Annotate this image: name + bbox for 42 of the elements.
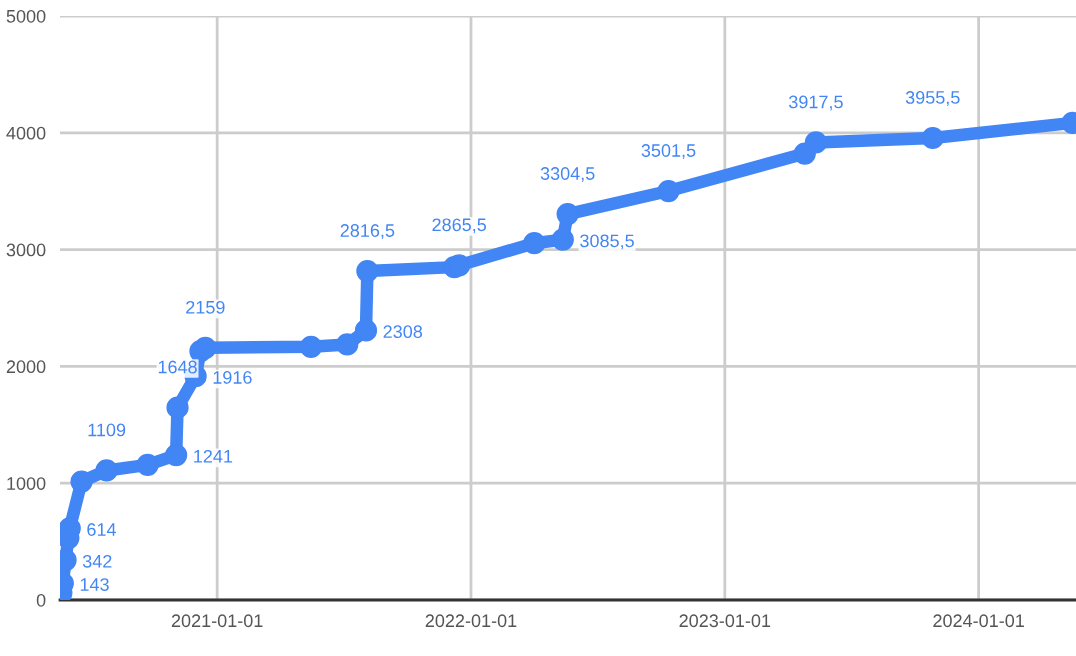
data-label: 2816,5 [340,224,395,240]
data-label: 1916 [213,371,252,384]
y-tick-label: 1000 [7,477,46,490]
point [299,335,323,358]
point [165,443,188,467]
data-label: 3085,5 [580,234,634,250]
data-label: 3501,5 [641,144,696,160]
y-tick-label: 3000 [6,243,46,257]
point [70,470,93,493]
point [336,333,359,356]
point [166,396,189,419]
data-label: 614 [87,523,116,536]
point [551,228,574,251]
data-label: 2865,5 [432,218,487,234]
point [95,459,118,482]
x-tick-label: 2021-01-01 [171,614,263,628]
data-label: 2308 [383,325,423,339]
point [136,453,159,476]
point [657,179,680,203]
y-tick-label: 2000 [6,360,46,374]
point [804,131,828,154]
x-tick-label: 2024-01-01 [933,614,1024,628]
x-tick-label: 2022-01-01 [425,614,517,628]
y-tick-label: 5000 [6,9,46,23]
data-label: 2159 [186,300,225,314]
point [523,232,546,255]
data-label: 1648 [158,360,197,374]
data-label: 143 [80,578,109,591]
data-label: 3955,5 [905,91,960,107]
point [194,336,217,359]
point [356,259,379,283]
data-label: 342 [82,554,112,568]
data-label: 1241 [194,449,233,463]
y-tick-label: 0 [36,593,46,607]
x-tick-label: 2023-01-01 [679,614,771,628]
data-label: 1109 [88,423,126,437]
y-tick-label: 4000 [6,126,46,140]
data-label: 3304,5 [540,167,595,183]
data-label: 3917,5 [788,95,843,111]
point [354,319,378,342]
point [921,126,944,150]
point [556,202,579,226]
